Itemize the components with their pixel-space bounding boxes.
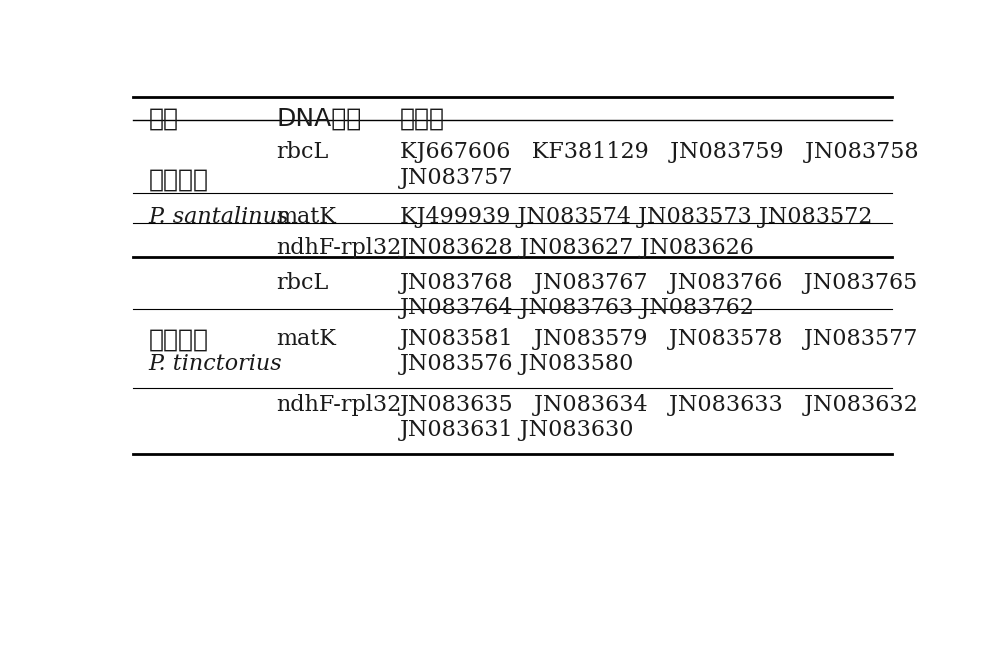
Text: P. santalinus: P. santalinus [148, 206, 289, 229]
Text: KJ667606   KF381129   JN083759   JN083758: KJ667606 KF381129 JN083759 JN083758 [400, 141, 919, 162]
Text: KJ499939 JN083574 JN083573 JN083572: KJ499939 JN083574 JN083573 JN083572 [400, 206, 872, 229]
Text: ndhF-rpl32: ndhF-rpl32 [276, 394, 401, 415]
Text: JN083635   JN083634   JN083633   JN083632: JN083635 JN083634 JN083633 JN083632 [400, 394, 919, 415]
Text: ndhF-rpl32: ndhF-rpl32 [276, 237, 401, 259]
Text: JN083631 JN083630: JN083631 JN083630 [400, 419, 635, 441]
Text: JN083764 JN083763 JN083762: JN083764 JN083763 JN083762 [400, 298, 755, 319]
Text: JN083576 JN083580: JN083576 JN083580 [400, 353, 635, 375]
Text: JN083581   JN083579   JN083578   JN083577: JN083581 JN083579 JN083578 JN083577 [400, 328, 918, 350]
Text: P. tinctorius: P. tinctorius [148, 353, 282, 375]
Text: JN083757: JN083757 [400, 168, 514, 189]
Text: 树种: 树种 [148, 106, 178, 131]
Text: JN083768   JN083767   JN083766   JN083765: JN083768 JN083767 JN083766 JN083765 [400, 272, 918, 294]
Text: matK: matK [276, 206, 336, 229]
Text: 染料紫檀: 染料紫檀 [148, 328, 208, 351]
Text: rbcL: rbcL [276, 272, 328, 294]
Text: matK: matK [276, 328, 336, 350]
Text: DNA序列: DNA序列 [276, 106, 361, 131]
Text: rbcL: rbcL [276, 141, 328, 162]
Text: JN083628 JN083627 JN083626: JN083628 JN083627 JN083626 [400, 237, 755, 259]
Text: 檀香紫檀: 檀香紫檀 [148, 168, 208, 191]
Text: 登录号: 登录号 [400, 106, 445, 131]
